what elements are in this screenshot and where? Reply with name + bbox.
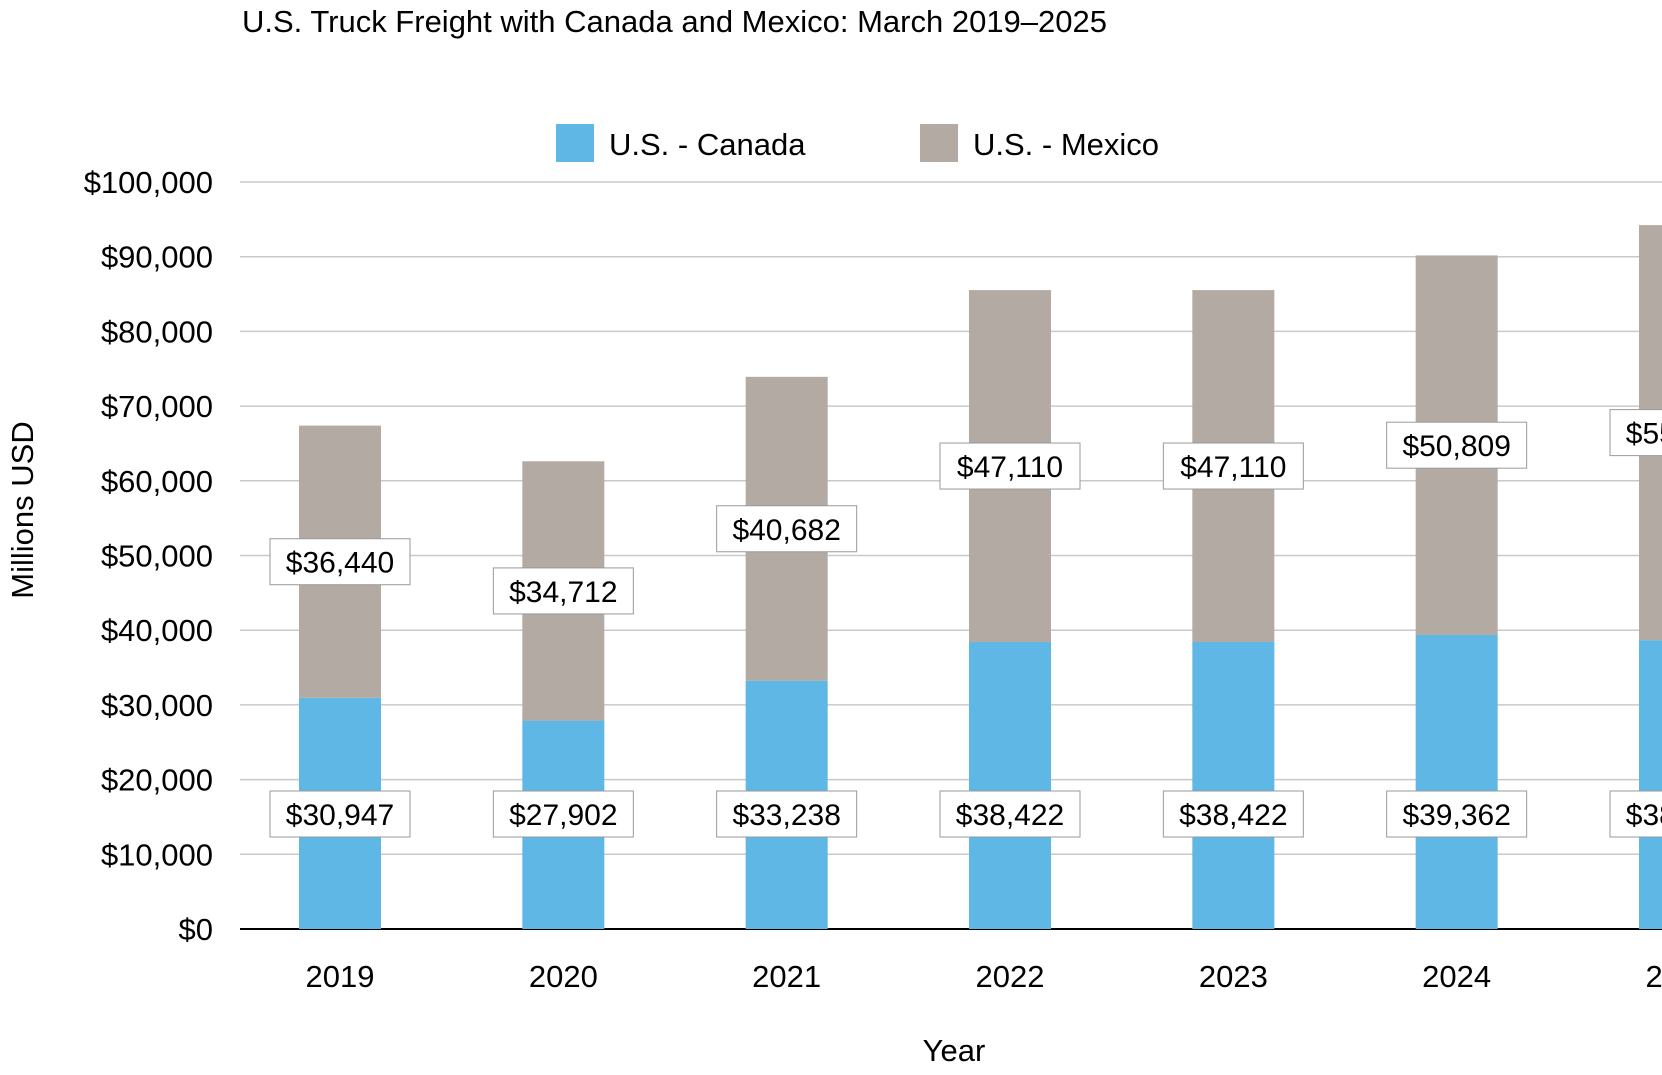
- x-tick-label: 2020: [529, 959, 598, 994]
- y-tick-label: $80,000: [101, 314, 213, 349]
- data-label-box: [1609, 409, 1662, 457]
- data-label: $27,902: [509, 799, 617, 832]
- data-label-box: [269, 538, 411, 586]
- legend-label-mexico: U.S. - Mexico: [973, 127, 1159, 162]
- y-tick-label: $90,000: [101, 240, 213, 275]
- data-label-box: [1386, 790, 1528, 838]
- x-tick-label: 2021: [752, 959, 821, 994]
- chart-title: U.S. Truck Freight with Canada and Mexic…: [242, 4, 1108, 39]
- x-tick-label: 2024: [1422, 959, 1491, 994]
- x-tick-label: 2022: [976, 959, 1045, 994]
- x-tick-label: 2019: [306, 959, 375, 994]
- data-label: $55,556: [1626, 418, 1662, 451]
- data-label: $47,110: [1180, 451, 1286, 484]
- y-tick-label: $30,000: [101, 688, 213, 723]
- data-label-box: [939, 790, 1081, 838]
- data-label-box: [1162, 442, 1304, 490]
- legend: U.S. - Canada U.S. - Mexico: [556, 124, 1159, 162]
- y-axis-ticks: $0 $10,000 $20,000 $30,000 $40,000 $50,000 $60…: [84, 165, 213, 947]
- data-label: $39,362: [1402, 799, 1510, 832]
- y-tick-label: $0: [179, 912, 213, 947]
- data-label-box: [492, 567, 634, 615]
- bar-2023-canada: [1192, 641, 1275, 929]
- y-tick-label: $40,000: [101, 613, 213, 648]
- data-label-box: [939, 442, 1081, 490]
- bar-2024-canada: [1415, 634, 1498, 929]
- data-label: $40,682: [732, 514, 840, 547]
- data-label-box: [1609, 790, 1662, 838]
- data-label: $36,440: [286, 547, 394, 580]
- data-label-box: [716, 505, 858, 553]
- legend-swatch-canada: [556, 124, 594, 162]
- data-label: $38,672: [1626, 799, 1662, 832]
- data-label-box: [269, 790, 411, 838]
- data-label: $38,422: [956, 799, 1064, 832]
- y-tick-label: $60,000: [101, 464, 213, 499]
- data-label-box: [1386, 421, 1528, 469]
- bar-2025-canada: [1639, 640, 1662, 929]
- data-label-box: [1162, 790, 1304, 838]
- data-label: $47,110: [957, 451, 1063, 484]
- bars: $30,947 $36,440 $27,902 $34,712 $33,238 $40,6…: [269, 225, 1662, 929]
- data-label: $50,809: [1402, 430, 1510, 463]
- data-label-box: [716, 790, 858, 838]
- y-tick-label: $100,000: [84, 165, 213, 200]
- x-tick-label: 2025: [1646, 959, 1662, 994]
- legend-label-canada: U.S. - Canada: [609, 127, 806, 162]
- x-axis-label: Year: [923, 1033, 986, 1068]
- data-label: $34,712: [509, 576, 617, 609]
- data-label-box: [492, 790, 634, 838]
- legend-swatch-mexico: [920, 124, 958, 162]
- y-tick-label: $20,000: [101, 763, 213, 798]
- bar-2022-canada: [969, 641, 1051, 929]
- data-label: $30,947: [286, 799, 394, 832]
- x-axis-ticks: 2019 2020 2021 2022 2023 2024 2025: [306, 959, 1662, 994]
- y-tick-label: $50,000: [101, 539, 213, 574]
- x-tick-label: 2023: [1199, 959, 1268, 994]
- y-tick-label: $70,000: [101, 389, 213, 424]
- data-label: $38,422: [1179, 799, 1287, 832]
- y-tick-label: $10,000: [101, 837, 213, 872]
- data-label: $33,238: [732, 799, 840, 832]
- y-axis-label: Millions USD: [5, 421, 40, 598]
